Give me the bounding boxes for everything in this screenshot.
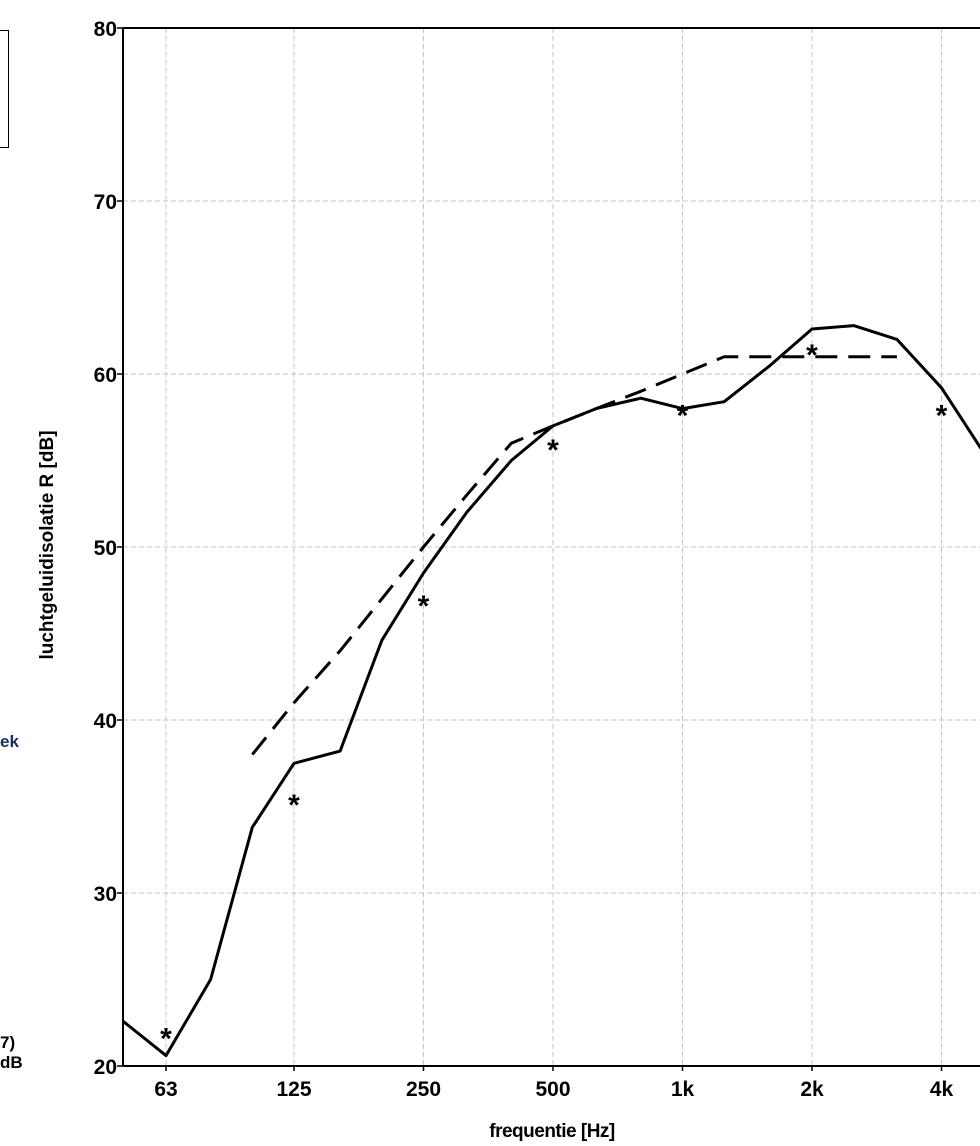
tick-labels: 20 30 40 50 60 70 80 63 125 250 500 1k 2k 4k bbox=[94, 18, 954, 1101]
data-marker: * bbox=[418, 590, 430, 623]
x-axis-label: frequentie [Hz] bbox=[489, 1121, 615, 1142]
axes bbox=[117, 27, 980, 1071]
data-marker: * bbox=[677, 400, 689, 433]
data-marker: * bbox=[160, 1022, 172, 1055]
x-tick-label: 1k bbox=[671, 1078, 695, 1101]
x-tick-label: 2k bbox=[800, 1078, 824, 1101]
y-axis-label: luchtgeluidisolatie R [dB] bbox=[37, 430, 58, 660]
y-tick-label: 50 bbox=[94, 537, 117, 560]
rating-text-fragment: 7) dB bbox=[0, 1033, 23, 1072]
data-marker: * bbox=[936, 400, 948, 433]
x-tick-label: 63 bbox=[154, 1078, 177, 1101]
y-tick-label: 30 bbox=[94, 883, 117, 906]
y-tick-label: 80 bbox=[94, 18, 117, 41]
x-tick-label: 4k bbox=[930, 1078, 954, 1101]
legend-text-fragment: ek bbox=[0, 732, 19, 751]
x-tick-label: 250 bbox=[406, 1078, 441, 1101]
series: * * * * * * * bbox=[123, 324, 980, 1058]
y-tick-label: 40 bbox=[94, 710, 117, 733]
legend-box-fragment bbox=[0, 30, 9, 148]
y-tick-label: 60 bbox=[94, 364, 117, 387]
data-marker: * bbox=[288, 789, 300, 822]
x-tick-label: 500 bbox=[535, 1078, 570, 1101]
y-tick-label: 20 bbox=[94, 1056, 117, 1079]
series-clip-group: * * * * * * * bbox=[123, 324, 980, 1058]
reference-curve-line bbox=[251, 355, 897, 756]
x-tick-label: 125 bbox=[276, 1078, 311, 1101]
grid bbox=[123, 28, 980, 1066]
data-marker: * bbox=[806, 339, 818, 372]
y-tick-label: 70 bbox=[94, 191, 117, 214]
data-marker: * bbox=[547, 434, 559, 467]
